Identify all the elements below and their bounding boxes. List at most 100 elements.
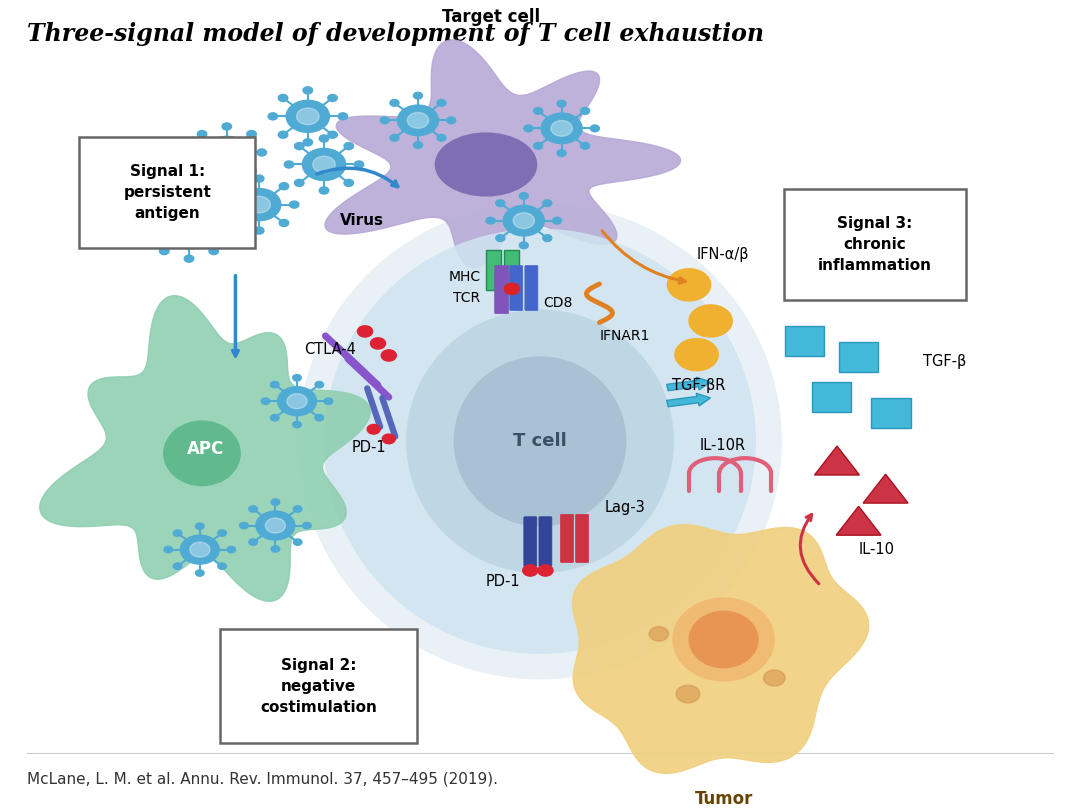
Circle shape [667,268,711,301]
Text: IFN-α/β: IFN-α/β [697,247,750,263]
Circle shape [279,131,287,138]
Polygon shape [325,40,680,268]
Circle shape [222,123,231,130]
Circle shape [581,143,590,149]
Circle shape [293,422,301,427]
FancyBboxPatch shape [495,265,509,314]
Circle shape [689,305,732,337]
Circle shape [553,217,562,224]
Circle shape [504,283,519,294]
Circle shape [534,108,542,114]
FancyBboxPatch shape [220,629,417,744]
Circle shape [382,434,395,444]
Circle shape [205,136,248,169]
Circle shape [496,234,504,242]
Circle shape [240,522,248,529]
Text: TGF-β: TGF-β [923,354,967,368]
FancyBboxPatch shape [525,265,538,311]
Circle shape [185,255,193,262]
Circle shape [187,149,197,156]
Circle shape [390,135,399,141]
Circle shape [218,563,227,569]
Circle shape [557,150,566,157]
Text: MHC: MHC [448,270,481,284]
FancyBboxPatch shape [504,250,519,290]
Text: T cell: T cell [513,432,567,450]
Circle shape [185,204,193,210]
Circle shape [320,187,328,194]
Circle shape [255,175,264,182]
Circle shape [164,547,173,553]
Circle shape [397,105,438,135]
Circle shape [167,217,211,249]
Circle shape [248,506,257,513]
Circle shape [764,670,785,686]
Circle shape [543,234,552,242]
Circle shape [390,100,399,106]
Circle shape [538,565,553,576]
FancyBboxPatch shape [486,250,501,290]
Circle shape [289,201,299,208]
Circle shape [218,530,227,536]
Circle shape [328,131,337,138]
Circle shape [271,499,280,505]
Text: TCR: TCR [454,291,481,306]
Circle shape [284,161,294,168]
Circle shape [178,225,200,241]
Circle shape [247,167,256,174]
Circle shape [210,211,218,218]
Circle shape [227,547,235,553]
Circle shape [303,87,312,94]
Circle shape [367,424,380,434]
Circle shape [279,94,287,101]
Circle shape [255,227,264,234]
FancyArrow shape [666,377,711,391]
Circle shape [286,101,329,132]
Circle shape [543,200,552,207]
Text: TGF-βR: TGF-βR [672,378,725,393]
Circle shape [295,179,303,187]
Circle shape [222,175,231,182]
Circle shape [248,539,257,545]
FancyBboxPatch shape [80,137,255,248]
Circle shape [551,121,572,136]
Circle shape [503,205,544,236]
Circle shape [294,506,302,513]
Circle shape [315,381,324,388]
Circle shape [278,387,316,415]
Circle shape [294,539,302,545]
Text: Signal 2:
negative
costimulation: Signal 2: negative costimulation [260,658,377,714]
FancyBboxPatch shape [576,514,589,563]
Text: APC: APC [187,440,224,458]
Circle shape [496,200,504,207]
Circle shape [414,142,422,148]
Circle shape [302,148,346,181]
Circle shape [173,563,181,569]
Text: PD-1: PD-1 [486,573,521,589]
Text: Signal 3:
chronic
inflammation: Signal 3: chronic inflammation [818,217,932,273]
Circle shape [195,523,204,530]
Polygon shape [40,296,370,601]
Circle shape [328,94,337,101]
Text: Signal 1:
persistent
antigen: Signal 1: persistent antigen [123,164,212,221]
Text: Lag-3: Lag-3 [605,500,646,515]
Circle shape [320,135,328,142]
Ellipse shape [434,132,538,196]
Circle shape [149,230,159,236]
Text: Three-signal model of development of T cell exhaustion: Three-signal model of development of T c… [27,22,764,45]
Circle shape [270,381,279,388]
Circle shape [230,220,239,226]
Circle shape [271,546,280,552]
Circle shape [173,530,181,536]
Text: Virus: Virus [340,212,384,228]
Circle shape [216,144,238,161]
Text: Tumor: Tumor [694,791,753,809]
Circle shape [247,131,256,138]
Circle shape [160,211,168,218]
Circle shape [198,131,206,138]
Circle shape [219,201,229,208]
Circle shape [198,167,206,174]
Circle shape [338,113,348,120]
Circle shape [380,117,389,124]
Circle shape [447,117,456,124]
